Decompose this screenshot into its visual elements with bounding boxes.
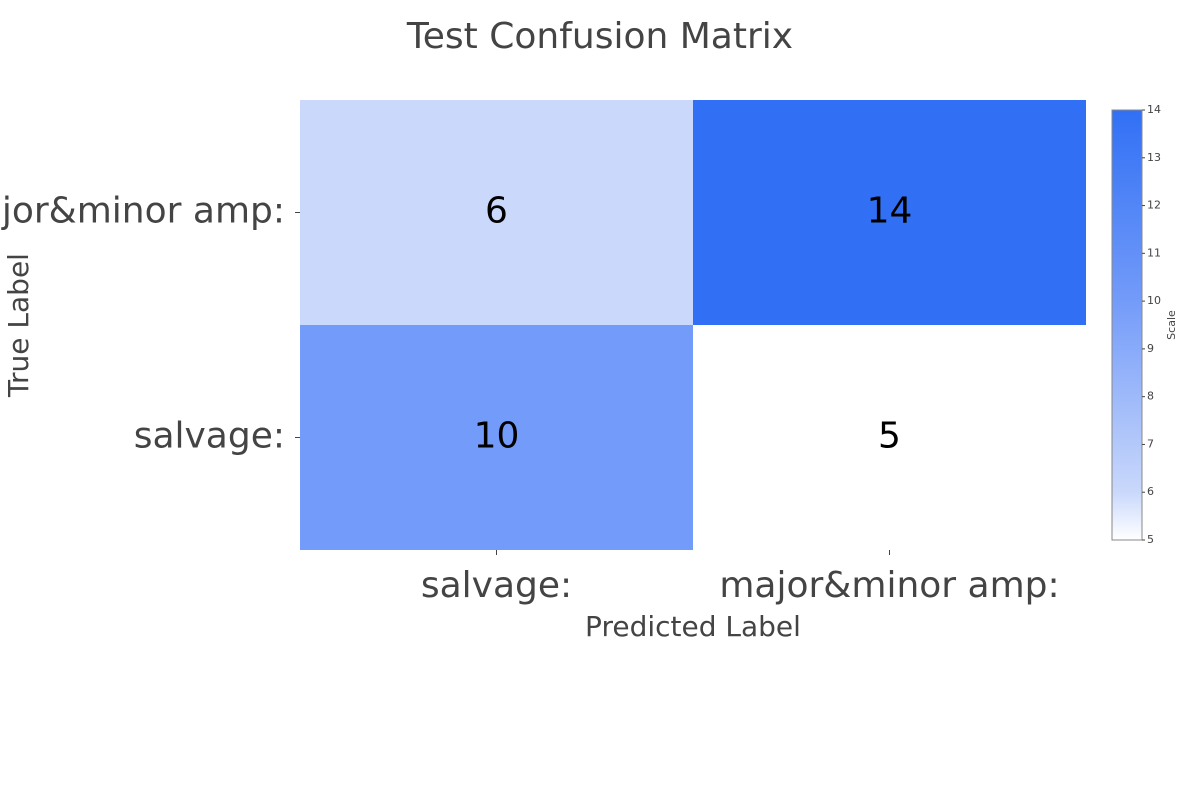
chart-title: Test Confusion Matrix bbox=[406, 16, 793, 57]
colorbar bbox=[1111, 109, 1143, 541]
colorbar-tick-label: 14 bbox=[1147, 103, 1161, 116]
colorbar-tick-label: 8 bbox=[1147, 390, 1154, 403]
heatmap-cell bbox=[693, 325, 1086, 550]
x-tick-label: major&minor amp: bbox=[719, 565, 1059, 606]
heatmap-cell bbox=[300, 325, 693, 550]
y-tick-label: salvage: bbox=[134, 416, 285, 457]
cell-label: 10 bbox=[474, 416, 520, 457]
colorbar-tick-label: 13 bbox=[1147, 151, 1161, 164]
x-tick-label: salvage: bbox=[421, 565, 572, 606]
x-axis-title: Predicted Label bbox=[585, 610, 801, 643]
colorbar-tick-label: 7 bbox=[1147, 437, 1154, 450]
colorbar-tick-label: 5 bbox=[1147, 533, 1154, 546]
cell-label: 14 bbox=[867, 191, 913, 232]
colorbar-tick-label: 9 bbox=[1147, 342, 1154, 355]
cell-label: 5 bbox=[878, 416, 901, 457]
cell-label: 6 bbox=[485, 191, 508, 232]
y-axis-title: True Label bbox=[2, 253, 35, 398]
colorbar-tick-label: 10 bbox=[1147, 294, 1161, 307]
heatmap-cell bbox=[693, 100, 1086, 325]
colorbar-title: Scale bbox=[1165, 310, 1178, 340]
heatmap-cell bbox=[300, 100, 693, 325]
y-tick-label: major&minor amp: bbox=[0, 191, 285, 232]
colorbar-tick-label: 11 bbox=[1147, 246, 1161, 259]
colorbar-tick-label: 12 bbox=[1147, 199, 1161, 212]
colorbar-tick-label: 6 bbox=[1147, 485, 1154, 498]
